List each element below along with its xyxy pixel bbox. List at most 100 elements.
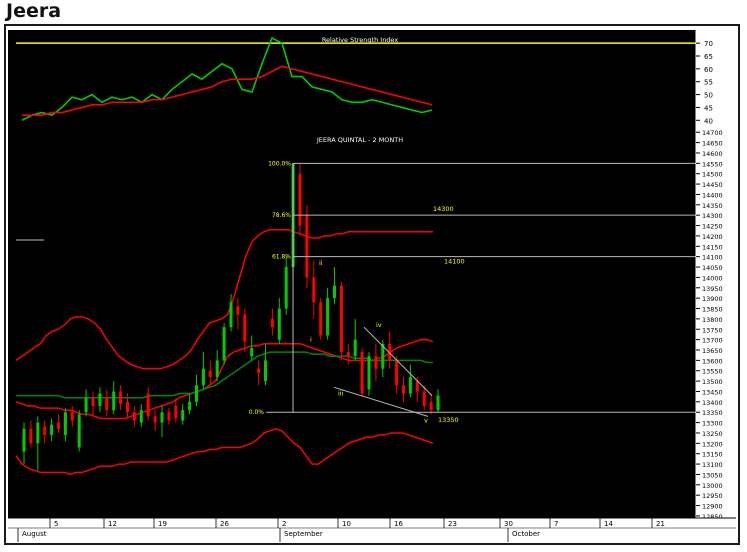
wave-label: i xyxy=(310,336,312,344)
month-label: September xyxy=(284,530,323,538)
price-tick-label: 13300 xyxy=(702,420,723,428)
date-tick-label: 5 xyxy=(54,520,58,528)
candle-body xyxy=(201,368,205,386)
candle-body xyxy=(91,397,95,406)
price-tick-label: 13600 xyxy=(702,357,723,365)
candle-body xyxy=(395,360,399,386)
price-tick-label: 12850 xyxy=(702,513,723,521)
candle-body xyxy=(381,343,385,369)
candle-body xyxy=(36,422,40,444)
candle-body xyxy=(326,298,330,336)
price-tick-label: 14700 xyxy=(702,129,723,137)
fib-level-label: 0.0% xyxy=(249,409,265,416)
candle-body xyxy=(277,308,281,340)
price-tick-label: 14000 xyxy=(702,274,723,282)
fib-level-label: 100.0% xyxy=(268,160,291,167)
candle-body xyxy=(160,412,164,423)
price-tick-label: 13150 xyxy=(702,451,723,459)
price-tick-label: 13700 xyxy=(702,337,723,345)
fib-level-label: 61.8% xyxy=(272,254,291,261)
date-tick-label: 21 xyxy=(656,520,665,528)
candle-body xyxy=(119,391,123,404)
candle-body xyxy=(174,406,178,419)
price-tick-label: 13250 xyxy=(702,430,723,438)
price-tick-label: 13050 xyxy=(702,471,723,479)
candle-body xyxy=(132,412,136,421)
price-tick-label: 14350 xyxy=(702,202,723,210)
rsi-tick-label: 40 xyxy=(704,117,713,125)
price-tick-label: 14200 xyxy=(702,233,723,241)
date-tick-label: 10 xyxy=(342,520,351,528)
rsi-tick-label: 65 xyxy=(704,53,713,61)
candle-body xyxy=(105,397,109,411)
price-tick-label: 14550 xyxy=(702,160,723,168)
x-axis-strip xyxy=(8,518,736,542)
candle-body xyxy=(346,352,350,357)
price-tick-label: 14500 xyxy=(702,171,723,179)
wave-label: iii xyxy=(338,390,344,398)
price-tick-label: 13550 xyxy=(702,368,723,376)
month-label: August xyxy=(22,530,47,538)
price-tick-label: 13900 xyxy=(702,295,723,303)
candle-body xyxy=(139,410,143,423)
candle-body xyxy=(29,428,33,444)
candle-body xyxy=(126,401,129,413)
date-tick-label: 30 xyxy=(504,520,513,528)
upper-trend-line xyxy=(363,326,433,396)
candle-body xyxy=(257,368,261,373)
candle-body xyxy=(422,391,426,406)
candle-body xyxy=(215,360,219,377)
candle-body xyxy=(250,347,254,357)
wave-label: ii xyxy=(319,259,323,267)
y-axis-strip xyxy=(696,30,736,542)
rsi-line xyxy=(21,36,433,121)
candle-body xyxy=(243,314,247,342)
price-tick-label: 13650 xyxy=(702,347,723,355)
candle-body xyxy=(402,385,405,394)
date-tick-label: 19 xyxy=(158,520,167,528)
candle-body xyxy=(408,376,412,394)
price-tick-label: 13350 xyxy=(702,409,723,417)
price-tick-label: 13500 xyxy=(702,378,723,386)
candle-body xyxy=(374,356,378,369)
candle-body xyxy=(298,173,302,226)
price-tick-label: 14100 xyxy=(702,254,723,262)
date-tick-label: 23 xyxy=(448,520,457,528)
rsi-tick-label: 70 xyxy=(704,40,713,48)
candle-body xyxy=(429,401,433,411)
fib-level-label: 78.6% xyxy=(272,212,291,219)
rsi-signal-line xyxy=(22,65,433,116)
price-level-label: 13350 xyxy=(438,416,459,424)
candle-body xyxy=(229,302,233,328)
candle-body xyxy=(222,327,226,361)
candle-body xyxy=(319,302,323,336)
date-tick-label: 14 xyxy=(604,520,613,528)
candle-body xyxy=(195,385,198,402)
price-tick-label: 14150 xyxy=(702,243,723,251)
rsi-tick-label: 55 xyxy=(704,79,713,87)
price-level-label: 14300 xyxy=(433,205,454,213)
price-tick-label: 13750 xyxy=(702,326,723,334)
date-tick-label: 2 xyxy=(282,520,286,528)
month-label: October xyxy=(512,530,540,538)
price-tick-label: 14300 xyxy=(702,212,723,220)
price-tick-label: 12900 xyxy=(702,503,723,511)
candle-body xyxy=(339,285,343,353)
candle-body xyxy=(312,277,316,303)
date-tick-label: 26 xyxy=(220,520,229,528)
candle-body xyxy=(167,412,171,421)
price-tick-label: 14450 xyxy=(702,181,723,189)
price-tick-label: 12950 xyxy=(702,492,723,500)
price-level-label: 14100 xyxy=(444,258,465,266)
upper-band-line xyxy=(15,228,433,370)
candle-body xyxy=(77,414,81,448)
price-tick-label: 13800 xyxy=(702,316,723,324)
price-tick-label: 14400 xyxy=(702,191,723,199)
candle-body xyxy=(305,215,309,278)
candle-body xyxy=(333,285,336,299)
candle-body xyxy=(415,381,419,392)
price-tick-label: 13100 xyxy=(702,461,723,469)
candle-body xyxy=(22,428,26,452)
lower-trend-line xyxy=(333,386,429,417)
candle-body xyxy=(57,422,60,429)
